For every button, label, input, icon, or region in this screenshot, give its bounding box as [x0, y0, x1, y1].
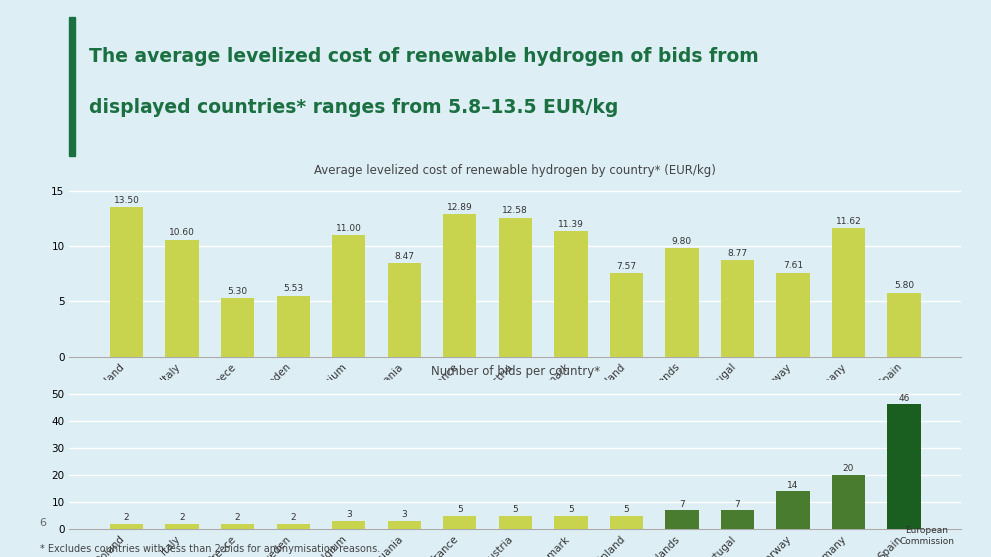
Text: 8.47: 8.47 [394, 252, 414, 261]
Bar [221, 524, 255, 529]
Text: 2: 2 [179, 513, 185, 522]
Text: 7.57: 7.57 [616, 262, 636, 271]
Text: 3: 3 [401, 510, 407, 519]
Text: 2: 2 [290, 513, 296, 522]
Text: 8.77: 8.77 [727, 248, 747, 257]
Text: 5: 5 [568, 505, 574, 514]
Text: 7: 7 [734, 500, 740, 509]
FancyBboxPatch shape [69, 17, 74, 157]
Text: 11.00: 11.00 [336, 224, 362, 233]
Bar [498, 218, 532, 357]
Bar [276, 296, 310, 357]
Bar [443, 516, 477, 529]
Text: 20: 20 [842, 465, 854, 473]
Text: 11.62: 11.62 [835, 217, 861, 226]
Text: 5: 5 [457, 505, 463, 514]
Text: 2: 2 [124, 513, 130, 522]
Bar [776, 491, 810, 529]
Text: 2: 2 [235, 513, 241, 522]
Bar [720, 260, 754, 357]
Bar [831, 228, 865, 357]
Text: 6: 6 [40, 518, 47, 528]
Text: 13.50: 13.50 [114, 196, 140, 205]
Bar [387, 521, 421, 529]
Bar [221, 298, 255, 357]
Text: displayed countries* ranges from 5.8–13.5 EUR/kg: displayed countries* ranges from 5.8–13.… [89, 98, 618, 117]
Bar [887, 292, 921, 357]
Bar [720, 510, 754, 529]
Bar [110, 524, 144, 529]
Bar [665, 510, 699, 529]
Bar [387, 263, 421, 357]
Text: 7.61: 7.61 [783, 261, 803, 270]
Text: 7: 7 [679, 500, 685, 509]
Bar [110, 207, 144, 357]
Bar [498, 516, 532, 529]
Text: * Excludes countries with less than 2 bids for anonymisation reasons.: * Excludes countries with less than 2 bi… [40, 544, 380, 554]
Text: 11.39: 11.39 [558, 219, 584, 228]
Text: 5: 5 [623, 505, 629, 514]
Bar [554, 516, 588, 529]
Text: European
Commission: European Commission [899, 526, 954, 546]
Text: 14: 14 [787, 481, 799, 490]
Bar [776, 272, 810, 357]
Bar [609, 516, 643, 529]
Bar [609, 273, 643, 357]
Text: 10.60: 10.60 [169, 228, 195, 237]
Bar [332, 235, 366, 357]
Text: 5: 5 [512, 505, 518, 514]
Bar [165, 240, 199, 357]
Bar [887, 404, 921, 529]
Text: 5.80: 5.80 [894, 281, 914, 290]
Bar [443, 214, 477, 357]
Bar [665, 248, 699, 357]
Bar [554, 231, 588, 357]
Text: 12.58: 12.58 [502, 207, 528, 216]
Text: 5.30: 5.30 [228, 287, 248, 296]
Title: Number of bids per country*: Number of bids per country* [431, 364, 600, 378]
Bar [831, 475, 865, 529]
Title: Average levelized cost of renewable hydrogen by country* (EUR/kg): Average levelized cost of renewable hydr… [314, 164, 716, 177]
Bar [332, 521, 366, 529]
Text: 46: 46 [899, 394, 910, 403]
Bar [276, 524, 310, 529]
Text: 12.89: 12.89 [447, 203, 473, 212]
Bar [165, 524, 199, 529]
Text: 5.53: 5.53 [283, 285, 303, 294]
Text: 3: 3 [346, 510, 352, 519]
Text: 9.80: 9.80 [672, 237, 692, 246]
Text: The average levelized cost of renewable hydrogen of bids from: The average levelized cost of renewable … [89, 47, 759, 66]
